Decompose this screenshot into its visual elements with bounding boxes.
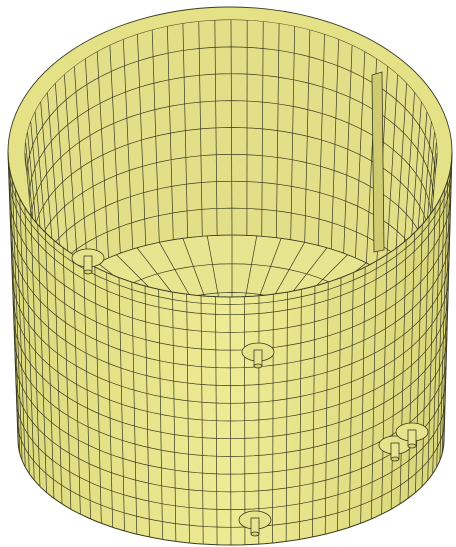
inner-wall-ring (28, 73, 434, 198)
outer-wall-ring (16, 419, 445, 528)
outer-wall-ring (11, 254, 450, 386)
nozzle-end (83, 269, 93, 275)
outer-wall-ring (8, 172, 452, 316)
outer-wall-ring (16, 398, 446, 510)
inner-back-wall (25, 20, 437, 330)
rim-front-edge (7, 160, 453, 305)
inner-wall-ring (26, 46, 436, 176)
inner-wall-ring (33, 127, 430, 242)
inner-wall-ring (37, 180, 427, 286)
outer-wall-ring (14, 337, 448, 457)
nozzle-end (253, 363, 263, 369)
outer-wall-ring (13, 316, 448, 440)
nozzle-end (407, 443, 417, 449)
outer-wall-ring (9, 213, 451, 351)
nozzle-end (390, 456, 400, 462)
outer-wall-ring (9, 193, 452, 333)
outer-wall-ring (11, 275, 449, 404)
tank-exterior (7, 151, 453, 546)
nozzles (71, 248, 429, 537)
stiffener (371, 71, 385, 253)
outer-wall-ring (14, 357, 447, 475)
outer-wall-ring (12, 295, 449, 422)
nozzle-end (250, 531, 260, 537)
inner-wall-ring (35, 154, 428, 264)
inner-wall-ring (31, 100, 432, 220)
outer-wall-ring (10, 234, 451, 369)
